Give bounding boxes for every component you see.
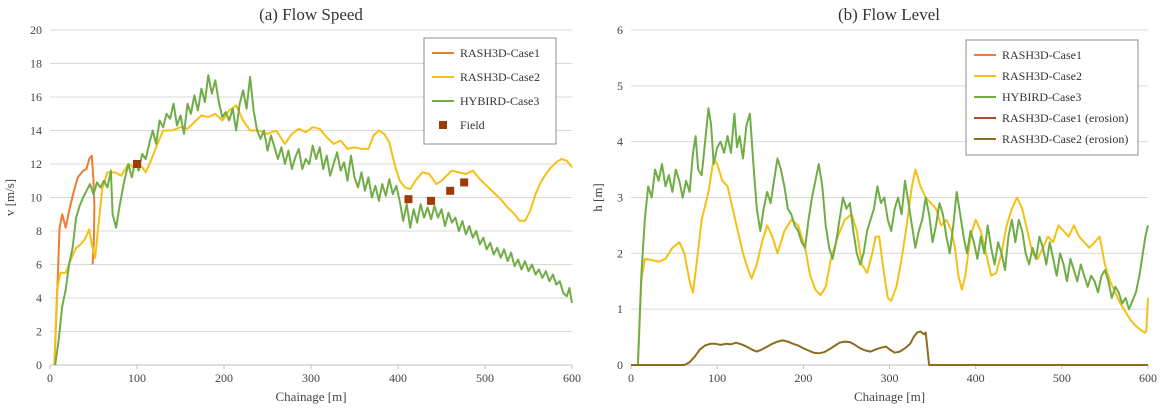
x-tick-label: 400 [967, 371, 985, 385]
series-line-hybird-case3 [636, 107, 1149, 366]
x-tick-label: 200 [215, 371, 233, 385]
legend-label: RASH3D-Case2 (erosion) [1002, 132, 1128, 146]
y-tick-label: 2 [36, 325, 42, 339]
legend-swatch [439, 121, 447, 129]
legend-label: RASH3D-Case1 [460, 46, 540, 60]
chart-title: (a) Flow Speed [259, 5, 363, 24]
x-tick-label: 200 [794, 371, 812, 385]
field-marker [446, 186, 455, 195]
legend-label: RASH3D-Case2 [1002, 69, 1082, 83]
x-tick-label: 500 [1053, 371, 1071, 385]
y-tick-label: 0 [36, 358, 42, 372]
chart-title: (b) Flow Level [838, 5, 940, 24]
y-tick-label: 4 [617, 135, 623, 149]
y-tick-label: 10 [30, 191, 42, 205]
x-axis-label: Chainage [m] [275, 389, 346, 404]
y-tick-label: 3 [617, 191, 623, 205]
x-tick-label: 600 [563, 371, 581, 385]
legend-label: RASH3D-Case2 [460, 70, 540, 84]
x-tick-label: 300 [302, 371, 320, 385]
y-tick-label: 2 [617, 246, 623, 260]
x-tick-label: 500 [476, 371, 494, 385]
x-tick-label: 100 [128, 371, 146, 385]
x-axis-label: Chainage [m] [854, 389, 925, 404]
y-tick-label: 6 [617, 23, 623, 37]
x-tick-label: 100 [708, 371, 726, 385]
series-line-rash3d-case2 [53, 104, 573, 366]
legend: RASH3D-Case1 RASH3D-Case2 HYBIRD-Case3 RASH… [965, 39, 1139, 156]
y-tick-label: 4 [36, 291, 42, 305]
field-marker [133, 160, 141, 168]
y-tick-label: 1 [617, 302, 623, 316]
field-marker [404, 195, 413, 204]
legend-label: HYBIRD-Case3 [460, 94, 539, 108]
y-axis-label: v [m/s] [2, 179, 17, 216]
y-tick-label: 16 [30, 90, 42, 104]
y-tick-label: 0 [617, 358, 623, 372]
legend: RASH3D-Case1 RASH3D-Case2 HYBIRD-Case3 Fiel… [423, 37, 557, 145]
field-marker [427, 196, 436, 205]
x-tick-label: 0 [628, 371, 634, 385]
legend-label: HYBIRD-Case3 [1002, 90, 1081, 104]
legend-label: RASH3D-Case1 [1002, 48, 1082, 62]
flow-level-chart: 0 1 2 3 4 5 6 0 100 200 300 400 500 600 (b) Flow Level… [590, 5, 1157, 404]
y-tick-label: 8 [36, 224, 42, 238]
x-tick-label: 0 [47, 371, 53, 385]
y-axis-label: h [m] [590, 183, 605, 212]
series-line-rash3d-case2-erosion [631, 330, 1148, 366]
x-tick-label: 600 [1139, 371, 1157, 385]
y-tick-label: 18 [30, 57, 42, 71]
y-tick-label: 6 [36, 258, 42, 272]
series-line-hybird-case3 [54, 74, 573, 366]
x-tick-label: 300 [881, 371, 899, 385]
legend-label: Field [460, 118, 485, 132]
x-tick-label: 400 [389, 371, 407, 385]
y-tick-label: 5 [617, 79, 623, 93]
y-tick-label: 14 [30, 124, 42, 138]
y-tick-label: 12 [30, 157, 42, 171]
legend-label: RASH3D-Case1 (erosion) [1002, 111, 1128, 125]
field-marker [460, 178, 469, 187]
y-tick-label: 20 [30, 23, 42, 37]
series-line-rash3d-case2 [636, 157, 1149, 366]
